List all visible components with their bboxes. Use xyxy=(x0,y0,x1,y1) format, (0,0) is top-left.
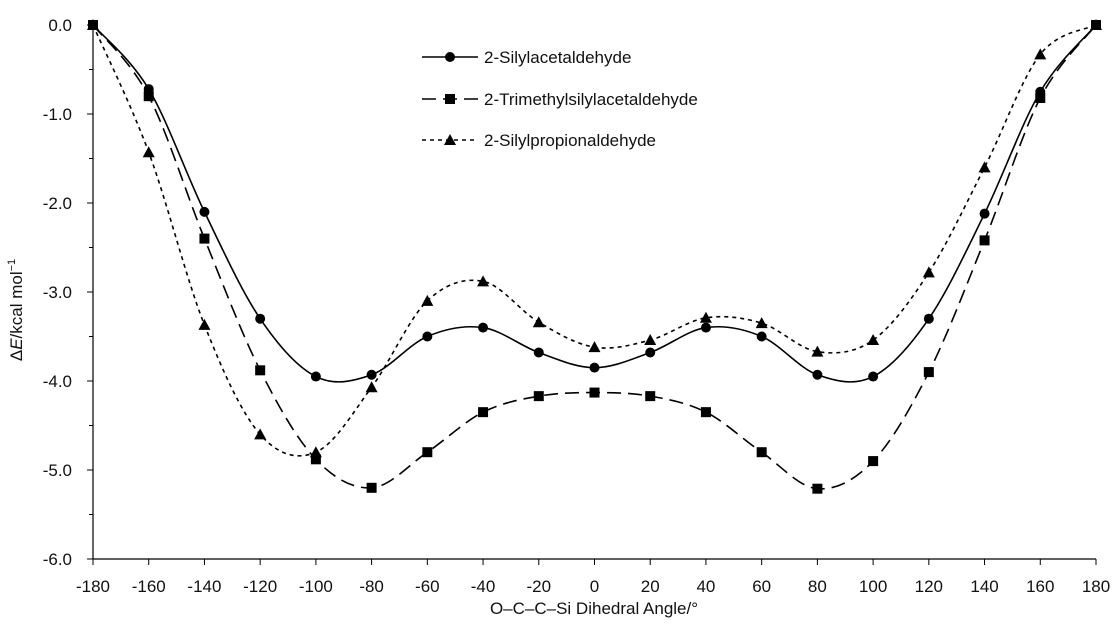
series-layer xyxy=(87,19,1102,494)
data-point-circle xyxy=(533,347,544,358)
data-point-triangle xyxy=(1090,19,1102,30)
data-point-triangle xyxy=(365,381,378,393)
legend: 2-Silylacetaldehyde 2-Trimethylsilylaceta… xyxy=(422,48,698,150)
data-point-square xyxy=(310,454,321,465)
x-tick-label: -140 xyxy=(187,577,221,596)
data-point-circle xyxy=(868,371,879,382)
x-tick-label: 40 xyxy=(696,577,715,596)
data-point-square xyxy=(199,233,210,244)
data-point-square xyxy=(645,391,656,402)
series-triangle xyxy=(87,19,1102,458)
data-point-triangle xyxy=(87,19,99,30)
x-tick-label: 140 xyxy=(970,577,998,596)
y-ticks: 0.0 -1.0 -2.0 -3.0 -4.0 -5.0 -6.0 xyxy=(43,16,93,569)
x-tick-label: -40 xyxy=(471,577,496,596)
data-point-circle xyxy=(478,322,489,333)
data-point-circle xyxy=(589,362,600,373)
data-point-square xyxy=(478,407,489,418)
x-tick-label: 60 xyxy=(752,577,771,596)
series-line xyxy=(92,24,1097,383)
data-point-square xyxy=(366,482,377,493)
x-tick-label: 180 xyxy=(1082,577,1110,596)
data-point-circle xyxy=(812,369,823,380)
x-tick-label: -100 xyxy=(299,577,333,596)
y-axis-title: ΔE/kcal mol−1 xyxy=(6,259,26,361)
y-tick-label: -2.0 xyxy=(43,194,72,213)
data-point-triangle xyxy=(532,316,545,328)
data-point-triangle xyxy=(309,446,322,458)
data-point-circle xyxy=(366,369,377,380)
y-axis-title-unit: /kcal mol xyxy=(7,271,26,338)
data-point-square xyxy=(700,407,711,418)
data-point-square xyxy=(923,367,934,378)
data-point-circle xyxy=(310,371,321,382)
y-tick-label: -3.0 xyxy=(43,283,72,302)
y-tick-label: -1.0 xyxy=(43,105,72,124)
data-point-triangle xyxy=(198,318,211,330)
x-ticks: -180 -160 -140 -120 -100 -80 -60 -40 -20 0 20 40 60 8… xyxy=(76,559,1110,596)
x-axis-title: O–C–C–Si Dihedral Angle/° xyxy=(490,599,698,618)
y-tick-label: -5.0 xyxy=(43,461,72,480)
data-point-circle xyxy=(923,313,934,324)
data-point-triangle xyxy=(644,334,657,346)
data-point-triangle xyxy=(978,161,991,173)
legend-label: 2-Silylacetaldehyde xyxy=(484,48,631,67)
data-point-circle xyxy=(645,347,656,358)
legend-marker-square xyxy=(445,94,455,104)
data-point-triangle xyxy=(142,146,155,158)
data-point-triangle xyxy=(922,266,935,278)
data-point-square xyxy=(255,365,266,376)
data-point-triangle xyxy=(588,341,601,353)
data-point-square xyxy=(143,91,154,102)
data-point-triangle xyxy=(699,311,712,323)
data-point-circle xyxy=(422,331,433,342)
x-tick-label: 120 xyxy=(915,577,943,596)
x-tick-label: -20 xyxy=(526,577,551,596)
x-tick-label: -60 xyxy=(415,577,440,596)
x-tick-label: 0 xyxy=(590,577,599,596)
legend-marker-triangle xyxy=(444,134,456,145)
data-point-square xyxy=(589,387,600,398)
y-tick-label: -4.0 xyxy=(43,372,72,391)
data-point-triangle xyxy=(755,317,768,329)
series-square xyxy=(88,20,1101,494)
data-point-square xyxy=(1035,92,1046,103)
data-point-square xyxy=(812,483,823,494)
data-point-circle xyxy=(756,331,767,342)
data-point-circle xyxy=(199,206,210,217)
data-point-triangle xyxy=(421,294,434,306)
data-point-square xyxy=(756,447,767,458)
x-tick-label: 80 xyxy=(808,577,827,596)
x-tick-label: 20 xyxy=(641,577,660,596)
data-point-square xyxy=(422,447,433,458)
y-tick-label: -6.0 xyxy=(43,550,72,569)
data-point-triangle xyxy=(477,275,490,287)
x-tick-label: -180 xyxy=(76,577,110,596)
data-point-circle xyxy=(979,208,990,219)
data-point-square xyxy=(533,391,544,402)
series-line xyxy=(92,24,1097,457)
legend-label: 2-Trimethylsilylacetaldehyde xyxy=(484,90,698,109)
y-axis-title-sup: −1 xyxy=(6,259,18,272)
x-tick-label: -160 xyxy=(132,577,166,596)
y-tick-label: 0.0 xyxy=(48,16,72,35)
data-point-circle xyxy=(255,313,266,324)
data-point-square xyxy=(979,235,990,246)
x-tick-label: 160 xyxy=(1026,577,1054,596)
legend-marker-circle xyxy=(445,52,455,62)
legend-label: 2-Silylpropionaldehyde xyxy=(484,131,656,150)
data-point-triangle xyxy=(1034,48,1047,60)
x-tick-label: 100 xyxy=(859,577,887,596)
data-point-square xyxy=(868,456,879,467)
x-tick-label: -120 xyxy=(243,577,277,596)
y-axis-title-var: E xyxy=(7,338,26,350)
x-tick-label: -80 xyxy=(359,577,384,596)
data-point-triangle xyxy=(811,345,824,357)
data-point-triangle xyxy=(254,428,267,440)
y-axis-title-prefix: Δ xyxy=(7,350,26,361)
data-point-circle xyxy=(700,322,711,333)
data-point-triangle xyxy=(867,334,880,346)
